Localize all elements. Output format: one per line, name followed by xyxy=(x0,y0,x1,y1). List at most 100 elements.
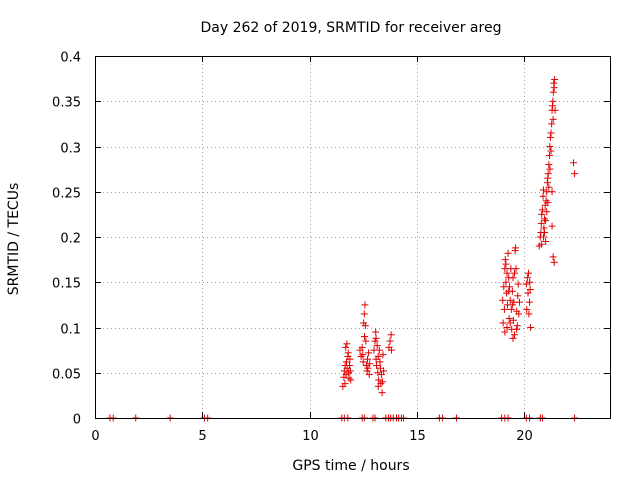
data-point xyxy=(501,256,509,264)
data-point xyxy=(550,84,558,92)
data-point xyxy=(361,301,369,309)
data-point xyxy=(542,197,550,205)
x-tick-labels: 0 5 10 15 20 xyxy=(91,429,532,444)
data-point xyxy=(379,378,387,386)
data-point xyxy=(526,285,534,293)
data-point xyxy=(545,183,553,191)
y-tick-label: 0.25 xyxy=(52,187,81,202)
data-point xyxy=(386,337,394,345)
data-point xyxy=(515,298,523,306)
data-point xyxy=(346,367,354,375)
x-tick-label: 0 xyxy=(91,429,99,444)
data-point xyxy=(359,358,367,366)
axis-ticks xyxy=(95,56,610,419)
chart-title: Day 262 of 2019, SRMTID for receiver are… xyxy=(201,20,502,36)
data-point xyxy=(514,280,522,288)
data-point xyxy=(538,206,546,214)
data-point xyxy=(541,215,549,223)
data-point xyxy=(540,224,548,232)
data-point xyxy=(375,376,383,384)
data-point xyxy=(377,371,385,379)
data-point xyxy=(505,287,513,295)
x-tick-label: 15 xyxy=(409,429,426,444)
x-tick-label: 20 xyxy=(516,429,533,444)
data-point xyxy=(502,260,510,268)
data-point xyxy=(546,133,554,141)
data-point xyxy=(347,376,355,384)
data-point xyxy=(545,161,553,169)
y-tick-label: 0.3 xyxy=(60,142,81,157)
data-point xyxy=(380,367,388,375)
data-point xyxy=(548,222,556,230)
data-point xyxy=(551,76,559,84)
data-point xyxy=(544,199,552,207)
y-axis-label: SRMTID / TECUs xyxy=(6,183,22,296)
data-point xyxy=(538,210,546,218)
data-point xyxy=(537,219,545,227)
y-tick-labels: 0 0.05 0.1 0.15 0.2 0.25 0.3 0.35 0.4 xyxy=(52,51,81,428)
data-point xyxy=(361,322,369,330)
data-point xyxy=(508,301,516,309)
data-point xyxy=(551,106,559,114)
data-point xyxy=(543,208,551,216)
data-point xyxy=(547,147,555,155)
data-point xyxy=(506,296,514,304)
y-tick-label: 0.1 xyxy=(60,323,81,338)
data-point xyxy=(374,382,382,390)
data-point xyxy=(499,319,507,327)
data-point xyxy=(362,337,370,345)
data-point xyxy=(549,253,557,261)
data-point xyxy=(506,283,514,291)
data-point xyxy=(506,319,514,327)
data-point xyxy=(542,217,550,225)
data-point xyxy=(500,305,508,313)
x-axis-label: GPS time / hours xyxy=(292,458,409,474)
data-point xyxy=(509,274,517,282)
data-point xyxy=(513,325,521,333)
data-point xyxy=(509,334,517,342)
data-point xyxy=(365,349,373,357)
data-point xyxy=(373,342,381,350)
x-tick-label: 10 xyxy=(302,429,319,444)
data-point xyxy=(345,374,353,382)
data-point xyxy=(537,240,545,248)
data-point xyxy=(527,324,535,331)
data-point xyxy=(361,333,369,341)
data-point xyxy=(544,170,552,178)
data-point xyxy=(365,371,373,379)
data-point xyxy=(359,351,367,359)
data-point xyxy=(388,346,396,354)
data-point xyxy=(505,314,513,322)
data-point xyxy=(341,380,349,388)
data-point xyxy=(501,328,509,336)
data-point xyxy=(547,129,555,137)
data-point xyxy=(502,278,510,286)
data-point xyxy=(514,292,522,300)
data-point xyxy=(545,152,553,160)
data-point xyxy=(345,362,353,370)
data-point xyxy=(374,352,382,360)
data-point xyxy=(379,351,387,359)
data-point xyxy=(512,265,520,273)
data-point xyxy=(342,343,350,351)
data-point xyxy=(539,192,547,200)
y-tick-label: 0.4 xyxy=(60,51,81,66)
data-point xyxy=(548,188,556,196)
data-point xyxy=(499,296,507,304)
data-point xyxy=(358,343,366,351)
data-point xyxy=(523,305,531,313)
data-point xyxy=(524,269,532,277)
data-point xyxy=(511,269,519,277)
data-point xyxy=(378,389,386,397)
data-point xyxy=(550,258,558,266)
data-point xyxy=(571,170,579,178)
data-point xyxy=(366,360,374,368)
data-point xyxy=(364,364,372,372)
data-point xyxy=(542,238,550,246)
data-point xyxy=(503,324,511,331)
y-tick-label: 0 xyxy=(73,413,81,428)
data-point xyxy=(539,233,547,241)
x-tick-label: 5 xyxy=(198,429,206,444)
